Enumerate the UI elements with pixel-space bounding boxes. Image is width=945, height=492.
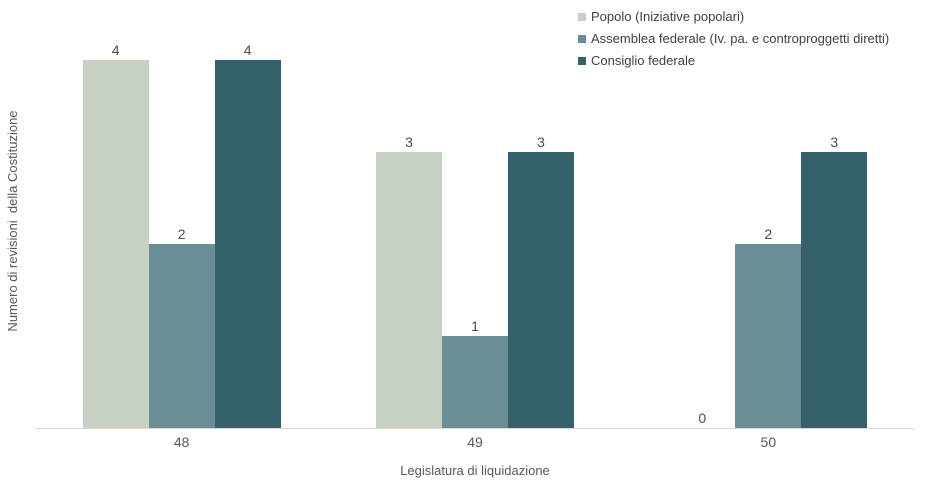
bar-cell: 1 xyxy=(441,28,508,428)
data-label: 1 xyxy=(471,318,479,334)
bar-group-50: 0 2 3 xyxy=(622,28,915,428)
legend-label: Popolo (Iniziative popolari) xyxy=(591,9,745,24)
data-label: 2 xyxy=(764,226,773,242)
legend-swatch-icon xyxy=(578,13,586,21)
bar-48-series-3 xyxy=(214,60,281,428)
bar-cell: 4 xyxy=(82,28,149,428)
x-axis-ticks: 48 49 50 xyxy=(35,434,915,450)
data-label: 3 xyxy=(830,134,839,150)
x-tick-label-48: 48 xyxy=(173,434,190,450)
data-label: 4 xyxy=(111,42,120,58)
bar-48-series-1 xyxy=(82,60,149,428)
legend: Popolo (Iniziative popolari) Assemblea fe… xyxy=(578,9,889,69)
x-axis-title: Legislatura di liquidazione xyxy=(400,463,550,478)
plot-area: 4 2 4 3 1 3 0 2 3 xyxy=(35,28,915,429)
legend-swatch-icon xyxy=(578,35,586,43)
data-label: 3 xyxy=(405,134,413,150)
legend-item-1: Popolo (Iniziative popolari) xyxy=(578,9,889,25)
y-axis-title: Numero di revisioni della Costituzione xyxy=(5,110,20,332)
data-label: 4 xyxy=(243,42,252,58)
bar-cell: 3 xyxy=(801,28,868,428)
data-label: 3 xyxy=(537,134,545,150)
legend-swatch-icon xyxy=(578,57,586,65)
bar-49-series-2 xyxy=(441,336,508,428)
legend-label: Consiglio federale xyxy=(591,53,696,68)
legend-label: Assemblea federale (Iv. pa. e controprog… xyxy=(591,31,890,46)
bar-group-49: 3 1 3 xyxy=(328,28,621,428)
x-tick-label-49: 49 xyxy=(467,434,483,450)
bar-group-48: 4 2 4 xyxy=(35,28,328,428)
data-label: 2 xyxy=(177,226,186,242)
bar-cell: 4 xyxy=(214,28,281,428)
bar-49-series-1 xyxy=(375,152,442,428)
bar-cell: 2 xyxy=(735,28,802,428)
bar-49-series-3 xyxy=(507,152,574,428)
x-tick-label-50: 50 xyxy=(760,434,777,450)
legend-item-2: Assemblea federale (Iv. pa. e controprog… xyxy=(578,31,889,47)
bar-cell: 3 xyxy=(507,28,574,428)
bar-cell: 0 xyxy=(669,28,735,428)
bar-48-series-2 xyxy=(148,244,215,428)
legend-item-3: Consiglio federale xyxy=(578,53,889,69)
bar-cell: 3 xyxy=(375,28,442,428)
bar-50-series-3 xyxy=(801,152,868,428)
bar-50-series-2 xyxy=(735,244,802,428)
data-label: 0 xyxy=(698,410,707,426)
bar-cell: 2 xyxy=(148,28,215,428)
